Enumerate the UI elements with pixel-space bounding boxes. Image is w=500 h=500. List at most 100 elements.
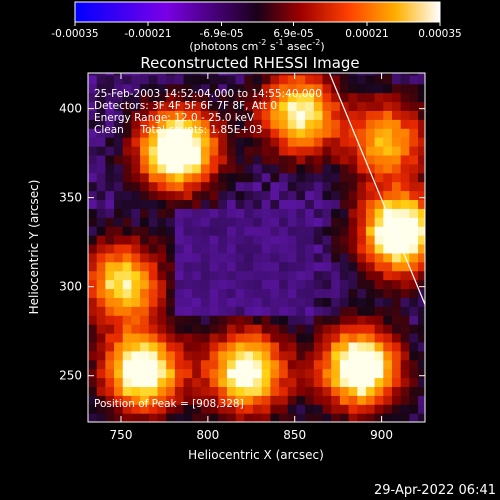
heatmap-cell	[166, 377, 176, 387]
heatmap-cell	[174, 324, 185, 334]
heatmap-cell	[209, 190, 219, 201]
heatmap-cell	[166, 341, 176, 352]
heatmap-cell	[339, 359, 350, 370]
heatmap-cell	[192, 110, 202, 120]
heatmap-cell	[253, 154, 263, 165]
heatmap-cell	[383, 137, 393, 147]
heatmap-cell	[140, 332, 150, 343]
heatmap-cell	[279, 217, 289, 227]
heatmap-cell	[296, 190, 306, 201]
heatmap-cell	[244, 199, 254, 209]
heatmap-cell	[331, 413, 341, 422]
heatmap-cell	[409, 119, 419, 129]
heatmap-cell	[409, 413, 419, 422]
heatmap-cell	[374, 154, 384, 165]
heatmap-cell	[357, 128, 367, 138]
heatmap-cell	[88, 377, 98, 387]
heatmap-cell	[305, 137, 315, 147]
heatmap-cell	[244, 146, 254, 156]
heatmap-cell	[348, 377, 358, 387]
heatmap-cell	[140, 137, 150, 147]
heatmap-cell	[114, 137, 124, 147]
heatmap-cell	[218, 154, 228, 165]
heatmap-cell	[192, 137, 202, 147]
heatmap-cell	[183, 332, 193, 343]
heatmap-cell	[114, 413, 124, 422]
heatmap-cell	[131, 101, 141, 111]
heatmap-cell	[391, 137, 402, 147]
heatmap-cell	[339, 243, 350, 254]
heatmap-cell	[331, 128, 341, 138]
heatmap-cell	[235, 163, 245, 174]
heatmap-cell	[183, 119, 193, 129]
heatmap-cell	[279, 235, 289, 245]
heatmap-cell	[148, 73, 159, 76]
heatmap-cell	[166, 270, 176, 281]
heatmap-cell	[183, 243, 193, 254]
heatmap-cell	[339, 146, 350, 156]
heatmap-cell	[287, 128, 298, 138]
heatmap-cell	[357, 208, 367, 218]
heatmap-cell	[88, 324, 98, 334]
heatmap-cell	[226, 350, 237, 361]
heatmap-cell	[400, 110, 410, 120]
heatmap-cell	[166, 154, 176, 165]
heatmap-cell	[114, 154, 124, 165]
heatmap-cell	[166, 306, 176, 316]
heatmap-cell	[157, 350, 167, 361]
heatmap-cell	[296, 324, 306, 334]
heatmap-cell	[409, 368, 419, 379]
heatmap-cell	[374, 332, 384, 343]
heatmap-cell	[270, 306, 280, 316]
heatmap-cell	[322, 341, 332, 352]
heatmap-cell	[279, 341, 289, 352]
heatmap-cell	[305, 324, 315, 334]
heatmap-cell	[322, 243, 332, 254]
heatmap-cell	[391, 146, 402, 156]
heatmap-cell	[183, 386, 193, 396]
heatmap-cell	[122, 110, 133, 120]
heatmap-cell	[261, 199, 271, 209]
heatmap-cell	[114, 315, 124, 325]
heatmap-cell	[348, 359, 358, 370]
heatmap-cell	[357, 137, 367, 147]
heatmap-cell	[253, 190, 263, 201]
heatmap-cell	[244, 83, 254, 94]
heatmap-cell	[131, 163, 141, 174]
heatmap-cell	[357, 288, 367, 298]
heatmap-cell	[122, 235, 133, 245]
heatmap-cell	[348, 154, 358, 165]
heatmap-cell	[357, 92, 367, 103]
heatmap-cell	[391, 395, 402, 405]
heatmap-cell	[261, 243, 271, 254]
heatmap-cell	[348, 404, 358, 414]
heatmap-cell	[209, 252, 219, 263]
heatmap-cell	[391, 306, 402, 316]
heatmap-cell	[365, 146, 376, 156]
heatmap-cell	[140, 146, 150, 156]
heatmap-cell	[105, 279, 115, 290]
heatmap-cell	[200, 226, 211, 236]
heatmap-cell	[296, 288, 306, 298]
heatmap-cell	[391, 279, 402, 290]
heatmap-cell	[270, 163, 280, 174]
heatmap-cell	[148, 217, 159, 227]
heatmap-cell	[339, 101, 350, 111]
heatmap-cell	[105, 74, 115, 85]
heatmap-cell	[244, 297, 254, 307]
heatmap-cell	[174, 181, 185, 192]
heatmap-cell	[374, 386, 384, 396]
heatmap-cell	[409, 332, 419, 343]
heatmap-cell	[305, 119, 315, 129]
heatmap-cell	[209, 226, 219, 236]
heatmap-cell	[200, 395, 211, 405]
heatmap-cell	[374, 74, 384, 85]
heatmap-cell	[235, 297, 245, 307]
heatmap-cell	[105, 332, 115, 343]
heatmap-cell	[400, 226, 410, 236]
heatmap-cell	[253, 128, 263, 138]
heatmap-cell	[287, 154, 298, 165]
heatmap-cell	[235, 235, 245, 245]
heatmap-cell	[374, 208, 384, 218]
heatmap-cell	[96, 101, 106, 111]
